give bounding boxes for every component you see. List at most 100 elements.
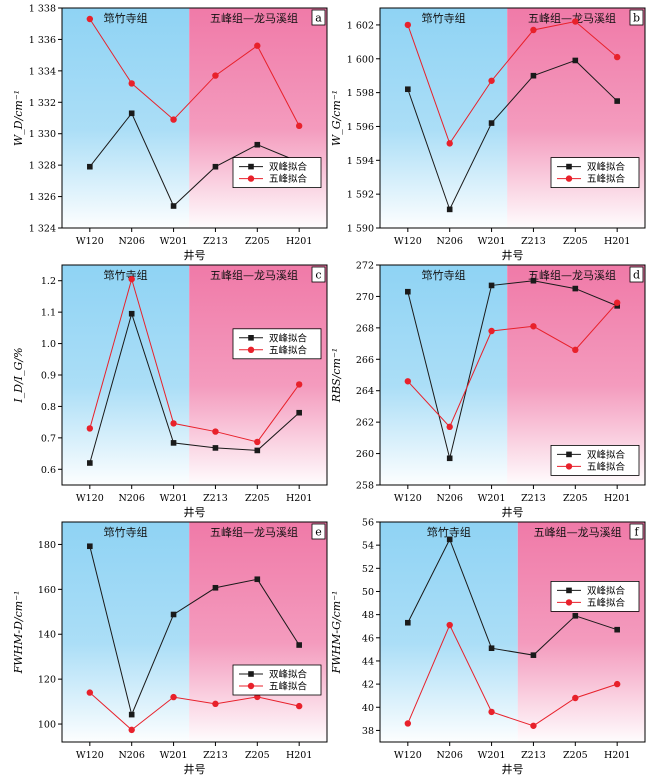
panel-label: e	[315, 526, 322, 539]
data-point-square	[614, 626, 620, 633]
x-tick-label: H201	[286, 750, 312, 761]
y-tick-label: 1 334	[29, 66, 56, 77]
x-tick-label: Z205	[563, 493, 588, 504]
x-tick-label: Z205	[563, 750, 588, 761]
x-tick-label: W120	[76, 750, 104, 761]
y-tick-label: 264	[356, 386, 374, 397]
data-point-square	[87, 163, 93, 170]
region-label-left: 筇竹寺组	[422, 268, 466, 282]
y-tick-label: 54	[362, 541, 374, 552]
data-point-circle	[572, 18, 579, 25]
data-point-circle	[530, 722, 537, 729]
data-point-square	[530, 652, 537, 658]
y-axis-title: RBS/cm⁻¹	[330, 348, 343, 403]
y-tick-label: 180	[38, 540, 56, 551]
panel-label-box	[311, 266, 326, 283]
y-tick-label: 1 596	[347, 122, 374, 133]
series-line-five-peak	[89, 692, 300, 731]
y-axis-title: FWHM-G/cm⁻¹	[330, 591, 343, 675]
legend-label: 双峰拟合	[587, 585, 626, 597]
y-tick-label: 1 328	[29, 161, 56, 172]
chart-panel-b: 筇竹寺组 五峰组—龙马溪组 b 1 590 1 592 1 594 1 596 1 598 1 …	[330, 7, 646, 262]
plot-frame	[61, 521, 328, 743]
x-tick-label: W120	[394, 236, 422, 247]
y-tick-label: 140	[38, 630, 56, 641]
x-tick-label: W120	[394, 493, 422, 504]
data-point-circle	[170, 420, 177, 427]
data-point-circle	[404, 21, 412, 29]
series-line-five-peak	[407, 302, 618, 428]
region-label-left: 筇竹寺组	[422, 11, 466, 25]
data-point-circle	[128, 726, 135, 734]
data-point-circle	[170, 693, 177, 701]
y-tick-label: 1 594	[347, 156, 374, 167]
region-bg-wufeng-longmaxi	[189, 8, 327, 228]
data-point-square	[572, 285, 579, 292]
y-tick-label: 268	[356, 323, 374, 334]
data-point-circle	[86, 15, 94, 23]
y-tick-label: 258	[356, 481, 374, 492]
y-tick-label: 1 324	[29, 224, 56, 235]
x-tick-label: Z205	[245, 750, 270, 761]
region-bg-qiongzhusi	[380, 522, 518, 742]
y-tick-label: 100	[38, 720, 56, 731]
data-point-square	[405, 86, 411, 93]
y-tick-label: 56	[362, 518, 374, 529]
legend-marker-square	[248, 671, 254, 677]
legend-label: 双峰拟合	[587, 161, 626, 173]
data-point-square	[405, 288, 411, 295]
y-tick-label: 1 600	[347, 54, 374, 65]
series-line-five-peak	[407, 623, 618, 727]
x-tick-label: W120	[76, 493, 104, 504]
region-label-right: 五峰组—龙马溪组	[210, 525, 298, 539]
plot-frame	[379, 7, 646, 229]
x-tick-label: W201	[478, 236, 506, 247]
region-bg-qiongzhusi	[380, 8, 508, 228]
region-label-right: 五峰组—龙马溪组	[210, 268, 298, 282]
y-tick-label: 46	[362, 633, 374, 644]
y-tick-label: 260	[356, 449, 374, 460]
x-tick-label: W201	[478, 493, 506, 504]
y-axis-title: W_D/cm⁻¹	[12, 90, 25, 146]
data-point-square	[488, 120, 495, 126]
data-point-circle	[295, 702, 303, 710]
y-axis-title: I_D/I_G/%	[12, 347, 25, 403]
x-tick-label: W120	[394, 750, 422, 761]
x-tick-label: H201	[286, 236, 312, 247]
region-label-right: 五峰组—龙马溪组	[528, 11, 616, 25]
region-bg-qiongzhusi	[62, 265, 190, 485]
legend-label: 五峰拟合	[269, 173, 308, 185]
y-tick-label: 1.2	[41, 276, 56, 287]
data-point-circle	[212, 700, 219, 708]
chart-panel-c: 筇竹寺组 五峰组—龙马溪组 c 0.6 0.7 0.8 0.9 1.0 1.1 1.2 W120 N2…	[12, 264, 328, 519]
x-axis-title: 井号	[502, 248, 524, 262]
region-label-left: 筇竹寺组	[427, 525, 471, 539]
data-point-circle	[530, 26, 537, 34]
plot-frame	[379, 521, 646, 743]
x-tick-label: N206	[436, 750, 462, 761]
legend-label: 五峰拟合	[269, 681, 308, 693]
plot-frame	[379, 264, 646, 486]
x-tick-label: Z213	[521, 236, 546, 247]
x-tick-label: H201	[286, 493, 312, 504]
data-point-square	[170, 203, 177, 209]
x-tick-label: H201	[604, 236, 630, 247]
legend-marker-circle	[565, 599, 573, 606]
data-point-square	[446, 206, 453, 213]
data-point-square	[87, 460, 93, 466]
data-point-square	[254, 447, 261, 454]
legend-box	[550, 157, 640, 189]
data-point-circle	[572, 346, 579, 354]
legend-marker-circle	[565, 175, 573, 182]
legend-marker-square	[248, 335, 254, 341]
data-point-square	[254, 141, 261, 148]
x-tick-label: Z213	[203, 236, 228, 247]
y-tick-label: 1 326	[29, 192, 56, 203]
data-point-circle	[254, 42, 261, 49]
data-point-square	[572, 57, 579, 64]
data-point-square	[488, 282, 495, 289]
data-point-circle	[613, 299, 621, 306]
data-point-circle	[613, 680, 621, 688]
legend-marker-circle	[247, 682, 255, 690]
